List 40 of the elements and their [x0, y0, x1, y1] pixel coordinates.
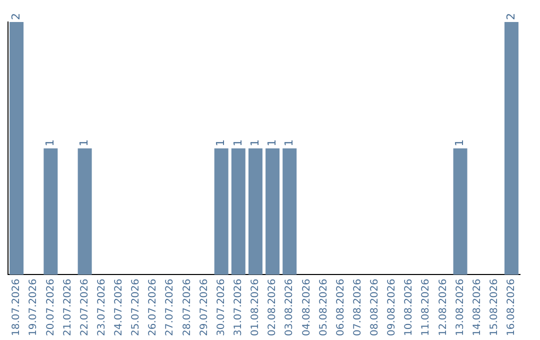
x-tick-label: 28.07.2026	[182, 278, 193, 336]
x-tick-label: 30.07.2026	[216, 278, 227, 336]
x-tick-label: 02.08.2026	[267, 278, 278, 336]
x-tick-label: 15.08.2026	[488, 278, 500, 336]
x-tick-label: 23.07.2026	[96, 278, 108, 336]
x-tick-label: 22.07.2026	[79, 278, 90, 336]
x-tick-label: 07.08.2026	[352, 278, 364, 336]
x-tick-label: 01.08.2026	[250, 278, 262, 336]
x-tick-label: 14.08.2026	[472, 278, 483, 336]
x-tick-label: 25.07.2026	[130, 278, 142, 336]
x-tick-label: 04.08.2026	[301, 278, 312, 336]
x-tick-label: 13.08.2026	[454, 278, 466, 336]
x-tick-label: 11.08.2026	[420, 278, 432, 336]
data-label: 1	[453, 139, 466, 146]
x-tick-label: 05.08.2026	[318, 278, 330, 336]
data-label: 1	[78, 139, 91, 146]
x-tick-label: 19.07.2026	[28, 278, 40, 336]
x-tick-label: 12.08.2026	[438, 278, 449, 336]
data-label: 1	[265, 139, 278, 146]
x-tick-label: 09.08.2026	[386, 278, 398, 336]
x-tick-label: 29.07.2026	[198, 278, 210, 336]
x-tick-label: 26.07.2026	[148, 278, 159, 336]
data-label: 1	[214, 139, 228, 146]
data-label: 2	[504, 13, 518, 20]
x-tick-label: 20.07.2026	[45, 278, 56, 336]
x-tick-label: 24.07.2026	[114, 278, 125, 336]
x-tick-label: 27.07.2026	[164, 278, 176, 336]
x-tick-label: 16.08.2026	[506, 278, 518, 336]
x-tick-label: 21.07.2026	[62, 278, 74, 336]
x-tick-label: 08.08.2026	[370, 278, 381, 336]
data-label: 1	[248, 139, 262, 146]
x-tick-label: 03.08.2026	[284, 278, 296, 336]
data-label: 1	[282, 139, 296, 146]
data-label: 1	[231, 139, 244, 146]
data-label: 1	[44, 139, 57, 146]
x-tick-label: 06.08.2026	[335, 278, 346, 336]
x-tick-label: 18.07.2026	[11, 278, 22, 336]
x-tick-label: 31.07.2026	[232, 278, 244, 336]
data-label: 2	[9, 13, 22, 20]
x-tick-label: 10.08.2026	[404, 278, 415, 336]
